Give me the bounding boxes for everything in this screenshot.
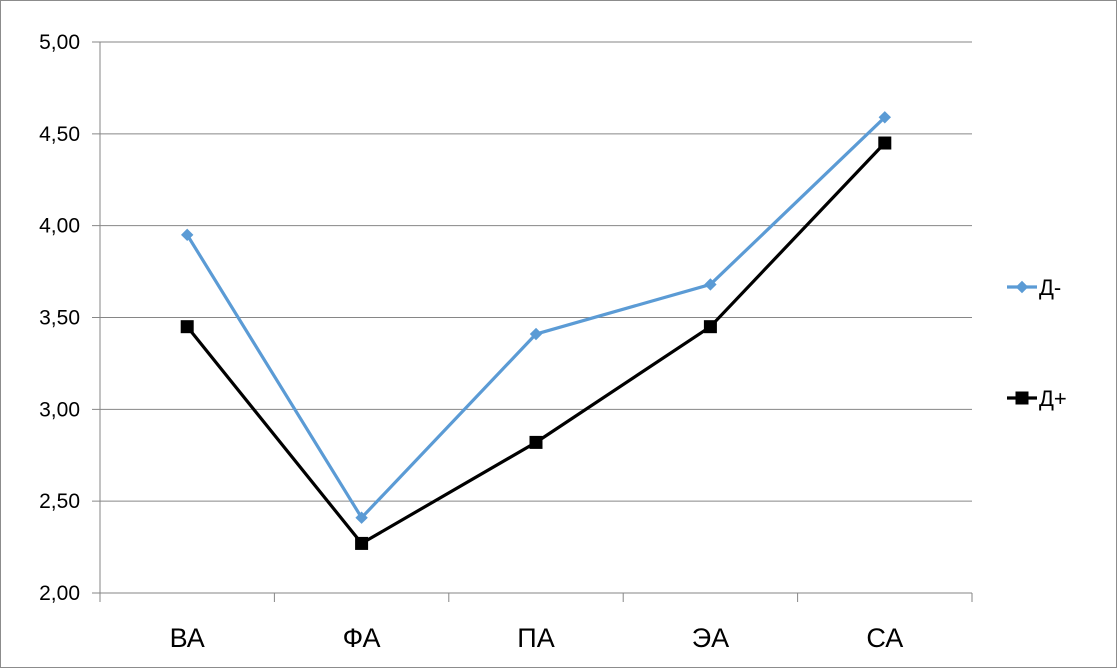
x-tick-label: ВА	[170, 623, 205, 653]
y-tick-label: 2,50	[39, 490, 80, 513]
series-group	[180, 111, 892, 550]
y-tick-label: 4,00	[39, 215, 80, 238]
x-tick-label: ПА	[517, 623, 554, 653]
data-point-marker	[878, 111, 892, 124]
legend-label: Д-	[1039, 275, 1061, 300]
data-point-marker	[180, 228, 194, 242]
data-point-marker	[529, 327, 543, 341]
data-point-marker	[180, 320, 194, 334]
y-tick-label: 4,50	[39, 123, 80, 146]
data-point-marker	[529, 435, 543, 449]
gridlines	[92, 41, 972, 594]
series-1	[180, 111, 892, 524]
legend-label: Д+	[1039, 386, 1067, 411]
data-point-marker	[703, 320, 717, 334]
y-tick-label: 3,00	[39, 398, 80, 421]
x-tick-label: ФА	[343, 623, 381, 653]
legend-marker	[1015, 280, 1029, 294]
data-point-marker	[355, 536, 369, 550]
legend-marker	[1015, 391, 1029, 405]
x-tick-label: СА	[866, 623, 903, 653]
data-point-marker	[878, 136, 892, 150]
axes: 2,00 2,50 3,00 3,50 4,00 4,50 5,00 ВА ФА ПА ЭА СА	[39, 31, 973, 653]
y-tick-label: 3,50	[39, 307, 80, 330]
legend: Д- Д+	[1007, 275, 1067, 411]
y-tick-label: 5,00	[39, 31, 80, 54]
legend-item: Д-	[1007, 275, 1061, 300]
data-point-marker	[355, 511, 368, 524]
series-2	[180, 136, 892, 550]
x-tick-label: ЭА	[692, 623, 729, 653]
y-tick-label: 2,00	[39, 582, 80, 605]
series-line	[185, 141, 886, 546]
legend-item: Д+	[1007, 386, 1067, 411]
data-point-marker	[704, 278, 717, 291]
